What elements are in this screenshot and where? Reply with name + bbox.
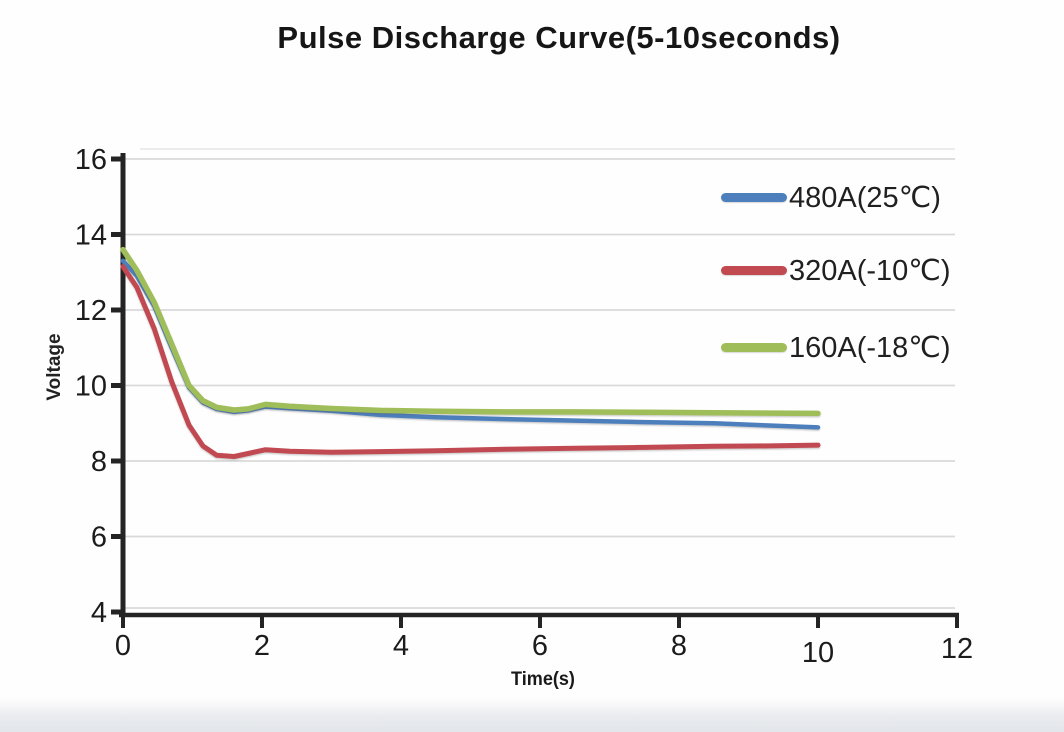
legend-swatch-320a — [721, 265, 787, 275]
legend-label-480a: 480A(25℃) — [789, 181, 941, 214]
y-tick-label-8: 8 — [91, 446, 107, 478]
x-tick-label-4: 4 — [393, 630, 409, 662]
legend-swatch-160a — [721, 342, 787, 352]
y-axis-title: Voltage — [44, 333, 65, 401]
x-tick-label-8: 8 — [671, 630, 687, 662]
y-tick-label-16: 16 — [75, 144, 107, 176]
x-tick-label-0: 0 — [115, 630, 131, 662]
x-tick-label-2: 2 — [254, 630, 270, 662]
y-tick-label-6: 6 — [91, 522, 107, 554]
legend-label-160a: 160A(-18℃) — [789, 331, 951, 364]
x-tick-label-12: 12 — [941, 633, 973, 665]
x-tick-label-6: 6 — [532, 630, 548, 662]
chart-title: Pulse Discharge Curve(5-10seconds) — [277, 20, 841, 55]
series-line-320a-10 — [120, 264, 821, 459]
legend-item-160a: 160A(-18℃) — [721, 326, 951, 368]
legend-item-480a: 480A(25℃) — [721, 176, 941, 218]
y-tick-label-14: 14 — [75, 220, 107, 252]
series-line-480a-25 — [120, 258, 821, 430]
legend-swatch-480a — [721, 192, 787, 202]
x-axis-title: Time(s) — [511, 669, 575, 690]
legend: 480A(25℃) 320A(-10℃) 160A(-18℃) — [721, 0, 1031, 400]
y-tick-label-12: 12 — [75, 295, 107, 327]
x-tick-label-10: 10 — [802, 637, 834, 669]
bottom-gradient-band — [0, 698, 1064, 732]
y-tick-label-4: 4 — [91, 597, 107, 629]
y-tick-label-10: 10 — [75, 371, 107, 403]
series-line-160a-18 — [120, 246, 821, 417]
legend-item-320a: 320A(-10℃) — [721, 249, 951, 291]
legend-label-320a: 320A(-10℃) — [789, 254, 951, 287]
